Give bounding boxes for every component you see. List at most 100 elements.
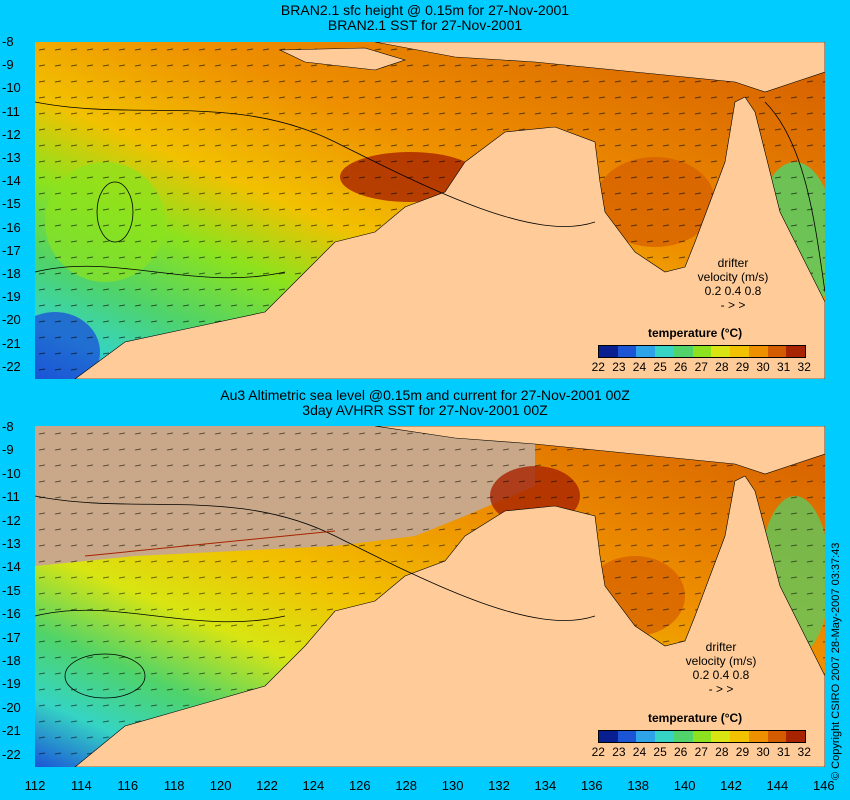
- panel2-colorbar: [598, 730, 806, 743]
- australia-landmass: [74, 475, 825, 767]
- lat-tick-label: -9: [2, 442, 14, 458]
- lat-tick-label: -12: [2, 126, 21, 142]
- lon-tick-label: 114: [71, 778, 92, 793]
- lat-tick-label: -22: [2, 746, 21, 762]
- panel2-legend-title: temperature (°C): [648, 711, 743, 725]
- lon-tick-label: 112: [24, 778, 46, 793]
- colorbar-label: 32: [797, 745, 811, 759]
- colorbar-label: 25: [653, 745, 667, 759]
- lat-tick-label: -14: [2, 173, 21, 189]
- panel2-colorbar-labels: 22 23 24 25 26 27 28 29 30 31 32: [588, 745, 815, 759]
- colorbar-swatch: [599, 731, 618, 742]
- drifter-scale: 0.2 0.4 0.8: [704, 284, 762, 298]
- colorbar-swatch: [692, 731, 712, 742]
- lat-tick-label: -15: [2, 196, 21, 212]
- lat-tick-label: -22: [2, 358, 21, 374]
- panel1-title-line1: BRAN2.1 sfc height @ 0.15m for 27-Nov-20…: [280, 2, 570, 18]
- colorbar-label: 32: [797, 360, 811, 374]
- colorbar-swatch: [673, 731, 693, 742]
- colorbar-swatch: [617, 731, 637, 742]
- colorbar-swatch: [786, 731, 806, 742]
- lat-tick-label: -15: [2, 582, 21, 598]
- colorbar-swatch: [767, 731, 787, 742]
- drifter-arrows: - > >: [708, 682, 734, 696]
- colorbar-swatch: [711, 346, 731, 357]
- lon-tick-label: 128: [395, 778, 418, 793]
- colorbar-swatch: [692, 346, 712, 357]
- colorbar-label: 27: [694, 360, 708, 374]
- lon-tick-label: 146: [812, 778, 835, 793]
- lat-tick-label: -11: [2, 103, 20, 119]
- colorbar-label: 28: [715, 360, 729, 374]
- colorbar-label: 25: [653, 360, 667, 374]
- lat-tick-label: -17: [2, 242, 21, 258]
- lat-tick-label: -9: [2, 57, 14, 73]
- colorbar-label: 24: [632, 745, 647, 759]
- colorbar-label: 22: [591, 745, 605, 759]
- lat-tick-label: -11: [2, 489, 20, 505]
- drifter-title: drifter: [717, 256, 749, 270]
- colorbar-swatch: [748, 346, 768, 357]
- lat-tick-label: -14: [2, 559, 21, 575]
- lat-tick-label: -8: [2, 419, 14, 434]
- lat-tick-label: -16: [2, 219, 21, 235]
- lon-tick-label: 116: [117, 778, 139, 793]
- colorbar-label: 24: [632, 360, 647, 374]
- lat-tick-label: -13: [2, 150, 21, 165]
- colorbar-label: 29: [735, 360, 750, 374]
- lat-tick-label: -18: [2, 266, 21, 281]
- lon-tick-label: 138: [627, 778, 650, 793]
- lon-tick-label: 118: [163, 778, 185, 793]
- colorbar-label: 31: [776, 360, 791, 374]
- panel1-colorbar-labels: 22 23 24 25 26 27 28 29 30 31 32: [588, 360, 815, 374]
- lon-tick-label: 134: [534, 778, 557, 793]
- colorbar-label: 26: [673, 360, 688, 374]
- lon-tick-label: 136: [580, 778, 603, 793]
- lat-tick-label: -17: [2, 629, 21, 645]
- colorbar-swatch: [636, 731, 656, 742]
- panel2-title-line2: 3day AVHRR SST for 27-Nov-2001 00Z: [302, 402, 548, 418]
- colorbar-label: 31: [776, 745, 791, 759]
- lon-tick-label: 122: [256, 778, 278, 793]
- lon-tick-label: 142: [720, 778, 742, 793]
- copyright-notice: © Copyright CSIRO 2007 28-May-2007 03:37…: [830, 542, 842, 780]
- colorbar-swatch: [786, 346, 806, 357]
- lon-tick-label: 132: [488, 778, 510, 793]
- colorbar-swatch: [673, 346, 693, 357]
- lat-tick-label: -21: [2, 335, 21, 351]
- lon-tick-label: 124: [302, 778, 325, 793]
- lat-tick-label: -18: [2, 653, 21, 668]
- australia-landmass: [74, 96, 825, 379]
- lat-tick-label: -19: [2, 289, 21, 305]
- colorbar-swatch: [599, 346, 618, 357]
- colorbar-swatch: [767, 346, 787, 357]
- lon-tick-label: 120: [209, 778, 232, 793]
- panel1-title-line2: BRAN2.1 SST for 27-Nov-2001: [327, 17, 523, 33]
- lat-tick-label: -10: [2, 465, 21, 481]
- panel1-colorbar: [598, 345, 806, 358]
- lat-tick-label: -20: [2, 312, 21, 328]
- colorbar-label: 22: [591, 360, 605, 374]
- lat-tick-label: -20: [2, 699, 21, 715]
- colorbar-label: 28: [715, 745, 729, 759]
- drifter-subtitle: velocity (m/s): [685, 654, 757, 668]
- lon-tick-label: 144: [766, 778, 789, 793]
- lat-tick-label: -19: [2, 676, 21, 692]
- lat-tick-label: -16: [2, 606, 21, 622]
- colorbar-swatch: [655, 731, 674, 742]
- colorbar-swatch: [730, 731, 749, 742]
- colorbar-label: 23: [612, 360, 626, 374]
- colorbar-swatch: [711, 731, 731, 742]
- lat-tick-label: -10: [2, 80, 21, 96]
- lat-tick-label: -8: [2, 34, 14, 49]
- lat-tick-label: -21: [2, 723, 21, 739]
- lat-tick-label: -12: [2, 512, 21, 528]
- drifter-scale: 0.2 0.4 0.8: [692, 668, 750, 682]
- colorbar-label: 27: [694, 745, 708, 759]
- colorbar-label: 30: [756, 745, 770, 759]
- colorbar-swatch: [655, 346, 674, 357]
- panel1-legend-title: temperature (°C): [648, 326, 743, 340]
- lat-tick-label: -13: [2, 536, 21, 551]
- panel1-drifter-legend: drifter velocity (m/s) 0.2 0.4 0.8 - > >: [688, 256, 778, 312]
- colorbar-label: 29: [735, 745, 750, 759]
